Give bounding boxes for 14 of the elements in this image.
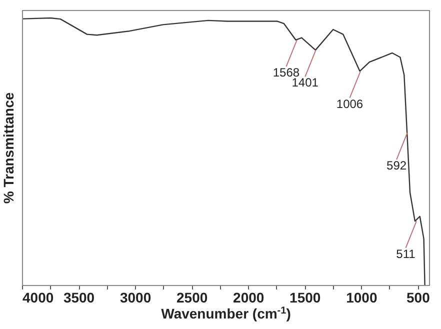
x-tick-label: 2000 (233, 290, 264, 306)
x-tick-label: 3000 (120, 290, 152, 306)
y-axis-title: % Transmittance (0, 92, 16, 204)
x-tick-label: 500 (406, 290, 430, 306)
x-tick-label: 4000 (22, 290, 54, 306)
x-tick-label: 1500 (290, 290, 321, 306)
annotation: 592 (386, 158, 407, 173)
annotation: 511 (396, 246, 416, 261)
x-tick-label: 3500 (63, 290, 95, 306)
annotation: 1006 (336, 96, 364, 111)
x-tick-label: 1000 (346, 290, 378, 306)
x-axis-title: Wavenumber (cm$^{-1}$) (161, 305, 291, 322)
x-tick-label: 2500 (176, 290, 208, 306)
annotation: 1401 (292, 76, 319, 90)
